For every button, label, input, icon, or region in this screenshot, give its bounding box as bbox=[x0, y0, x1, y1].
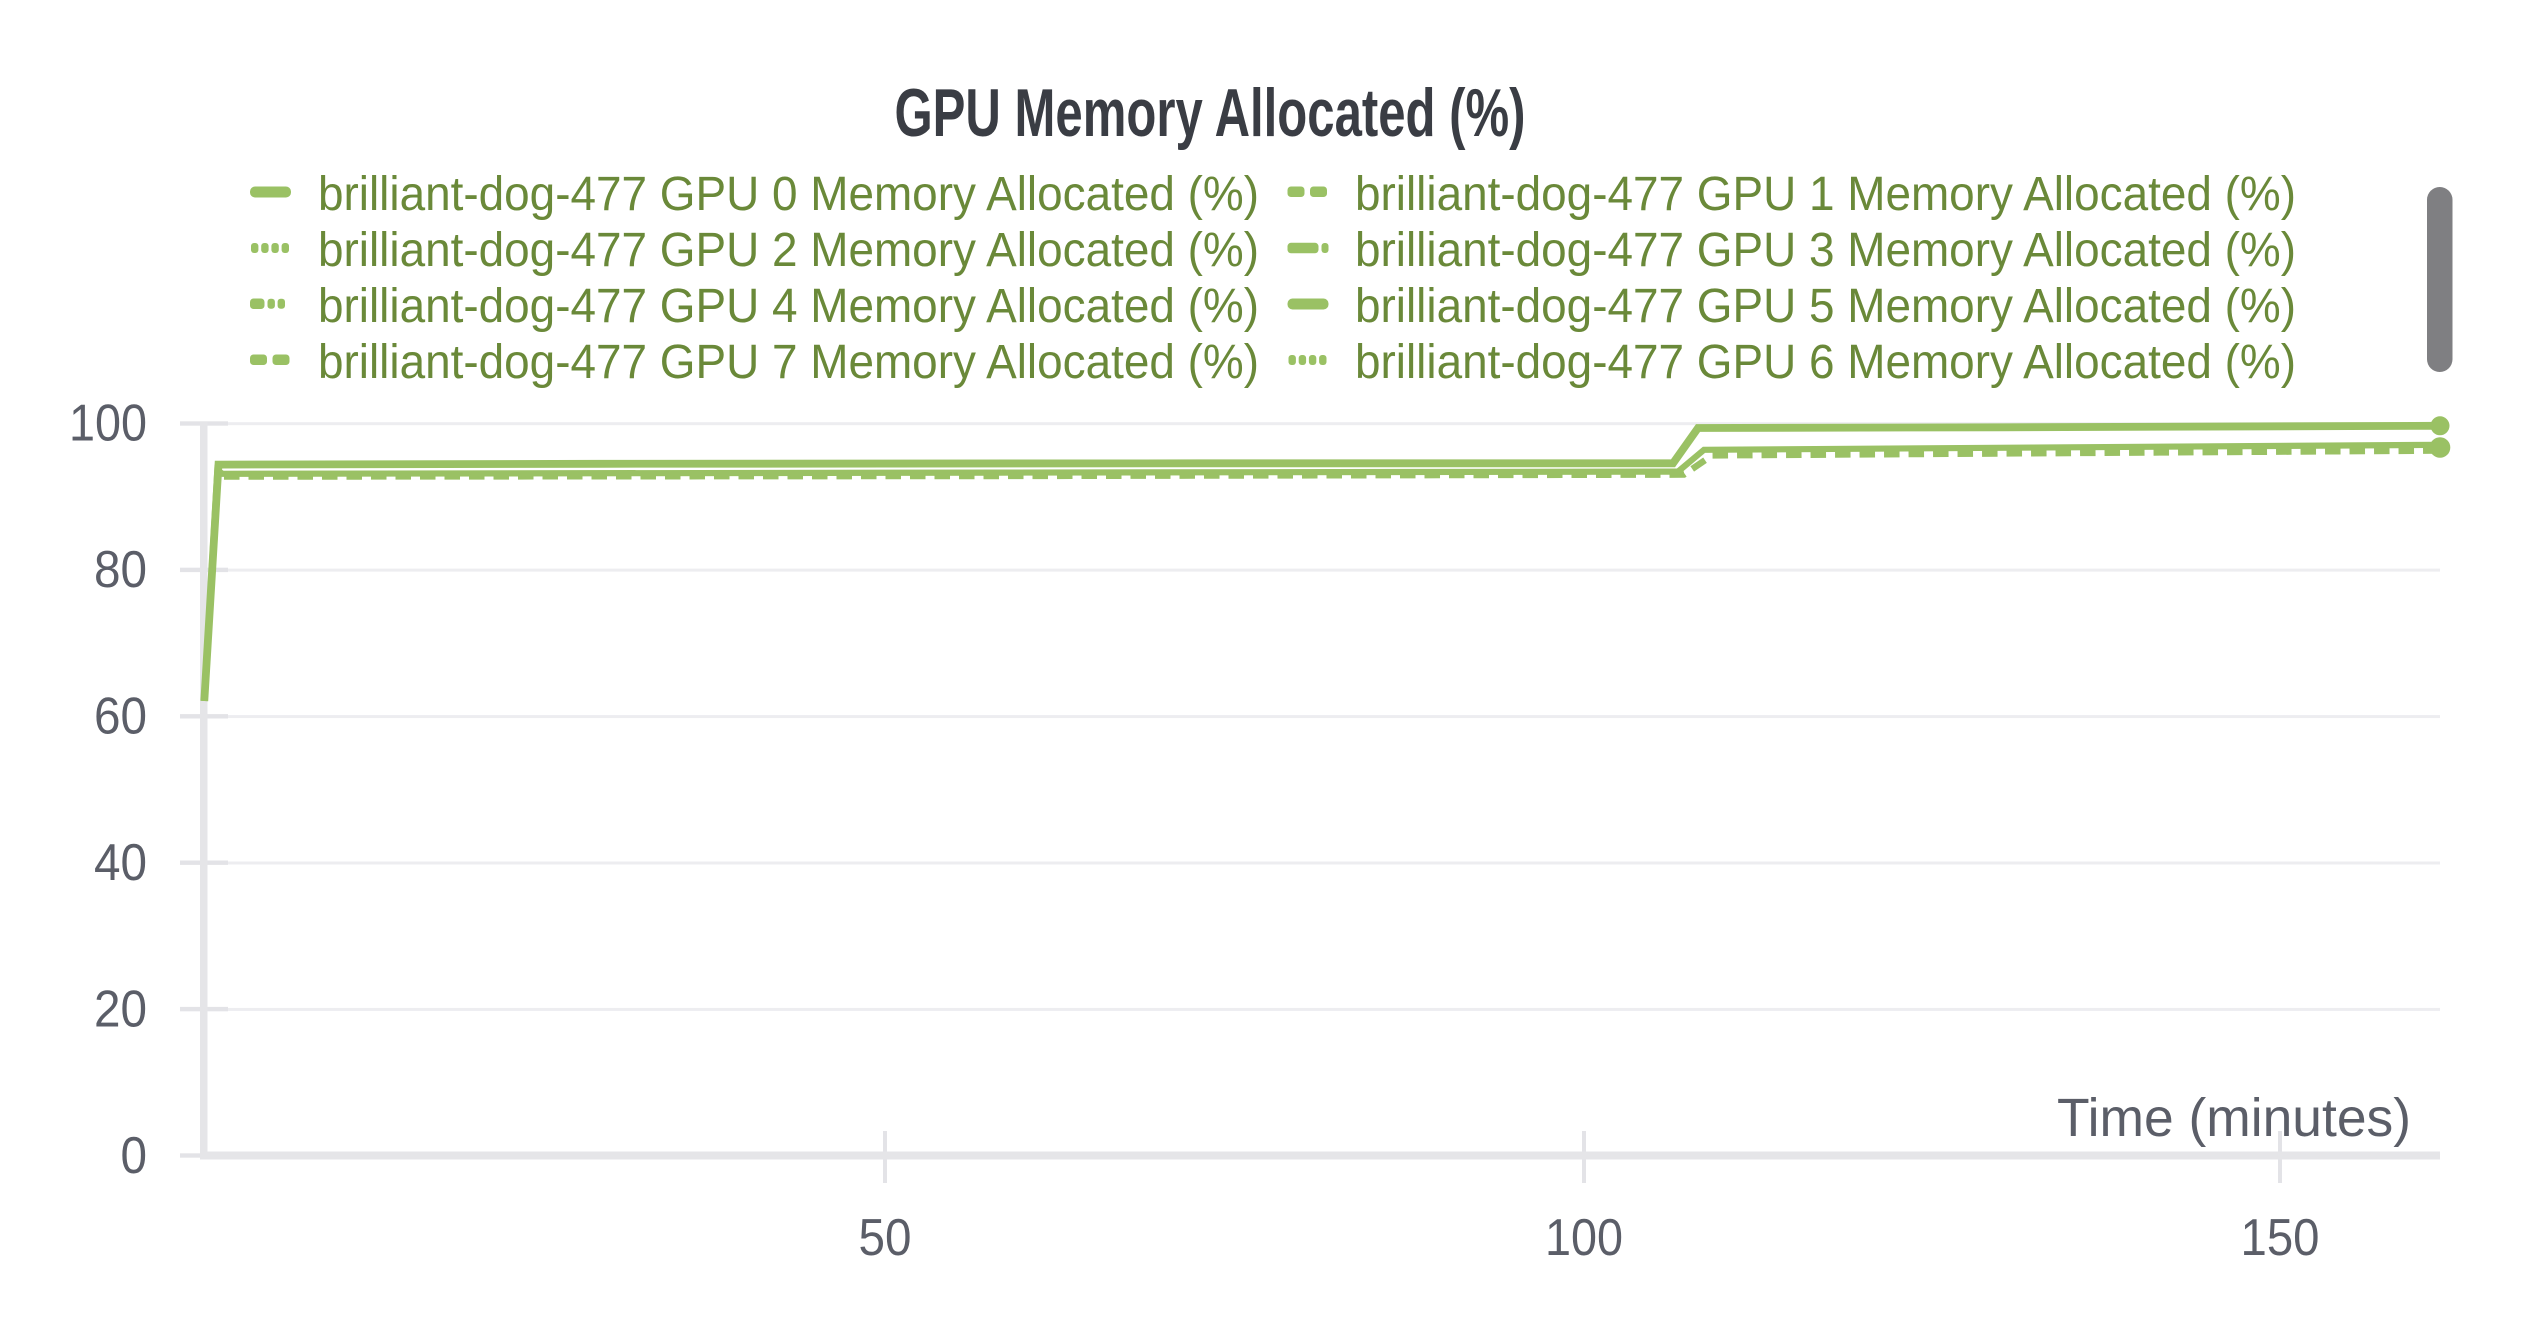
svg-text:40: 40 bbox=[94, 834, 147, 892]
svg-text:GPU Memory Allocated (%): GPU Memory Allocated (%) bbox=[895, 75, 1526, 151]
svg-text:brilliant-dog-477 GPU 7 Memory: brilliant-dog-477 GPU 7 Memory Allocated… bbox=[318, 336, 1259, 389]
svg-text:80: 80 bbox=[94, 541, 147, 599]
svg-text:60: 60 bbox=[94, 688, 147, 746]
svg-text:brilliant-dog-477 GPU 4 Memory: brilliant-dog-477 GPU 4 Memory Allocated… bbox=[318, 280, 1259, 333]
svg-text:brilliant-dog-477 GPU 5 Memory: brilliant-dog-477 GPU 5 Memory Allocated… bbox=[1355, 280, 2296, 333]
svg-text:100: 100 bbox=[69, 395, 147, 453]
svg-text:100: 100 bbox=[1545, 1209, 1623, 1267]
svg-text:150: 150 bbox=[2241, 1209, 2320, 1267]
svg-text:50: 50 bbox=[859, 1209, 912, 1267]
svg-text:brilliant-dog-477 GPU 1 Memory: brilliant-dog-477 GPU 1 Memory Allocated… bbox=[1355, 168, 2296, 221]
svg-text:brilliant-dog-477 GPU 3 Memory: brilliant-dog-477 GPU 3 Memory Allocated… bbox=[1355, 224, 2296, 277]
svg-text:0: 0 bbox=[121, 1127, 148, 1185]
svg-text:brilliant-dog-477 GPU 0 Memory: brilliant-dog-477 GPU 0 Memory Allocated… bbox=[318, 168, 1259, 221]
svg-text:brilliant-dog-477 GPU 6 Memory: brilliant-dog-477 GPU 6 Memory Allocated… bbox=[1355, 336, 2296, 389]
svg-text:20: 20 bbox=[94, 980, 147, 1038]
svg-text:brilliant-dog-477 GPU 2 Memory: brilliant-dog-477 GPU 2 Memory Allocated… bbox=[318, 224, 1259, 277]
svg-text:Time (minutes): Time (minutes) bbox=[2057, 1088, 2411, 1148]
